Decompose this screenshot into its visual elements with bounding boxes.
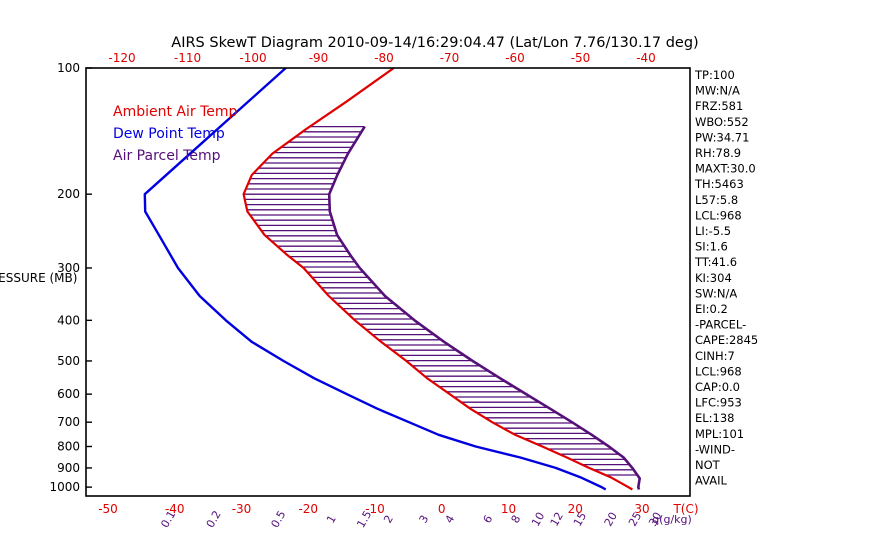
dew-point-temp-curve	[143, 68, 607, 491]
plot-frame	[85, 67, 691, 497]
legend-item-1: Dew Point Temp	[113, 126, 225, 142]
bottom-temp-tick: 10	[501, 502, 516, 516]
legend-item-0: Ambient Air Temp	[113, 104, 238, 120]
bottom-temp-tick: 20	[568, 502, 583, 516]
stat-cap: CAP:0.0	[695, 380, 740, 394]
pressure-tick: 100	[57, 61, 80, 75]
legend-item-2: Air Parcel Temp	[113, 148, 221, 164]
bottom-temp-tick: -10	[365, 502, 385, 516]
bottom-temp-tick: -20	[298, 502, 318, 516]
stat-lcl: LCL:968	[695, 208, 742, 222]
stat-not: NOT	[695, 458, 721, 472]
stat-ei: EI:0.2	[695, 302, 728, 316]
pressure-tick: 400	[57, 313, 80, 327]
top-temp-tick: -110	[174, 51, 201, 65]
bottom-temp-tick: 30	[634, 502, 649, 516]
mixing-ratio-tick: 30	[646, 510, 664, 529]
stat-pw: PW:34.71	[695, 130, 749, 144]
stat-frz: FRZ:581	[695, 99, 743, 113]
stat-wind: -WIND-	[695, 442, 735, 456]
stat-mpl: MPL:101	[695, 427, 744, 441]
stat-wbo: WBO:552	[695, 115, 749, 129]
pressure-tick: 500	[57, 354, 80, 368]
stat-lfc: LFC:953	[695, 396, 742, 410]
stat-sw: SW:N/A	[695, 286, 737, 300]
air-parcel-temp-curve	[327, 125, 641, 490]
mixing-ratio-tick: 20	[602, 510, 620, 529]
stat-lcl2: LCL:968	[695, 364, 742, 378]
bottom-temp-tick: -50	[98, 502, 118, 516]
pressure-axis-label: PRESSURE (MB)	[0, 271, 77, 285]
pressure-tick: 700	[57, 415, 80, 429]
pressure-tick: 600	[57, 387, 80, 401]
sounding-curves	[143, 68, 641, 491]
top-temp-tick: -70	[440, 51, 460, 65]
bottom-temp-tick: -40	[165, 502, 185, 516]
pressure-tick: 1000	[49, 480, 80, 494]
stat-avail: AVAIL	[695, 474, 728, 488]
stat-rh: RH:78.9	[695, 146, 741, 160]
top-temp-tick: -50	[571, 51, 591, 65]
top-temp-tick: -40	[636, 51, 656, 65]
chart-title: AIRS SkewT Diagram 2010-09-14/16:29:04.4…	[171, 35, 698, 51]
mixing-ratio-tick: 12	[548, 510, 566, 529]
stat-th: TH:5463	[694, 177, 744, 191]
cape-hatch-region	[243, 125, 638, 476]
stat-tp: TP:100	[694, 68, 735, 82]
top-temp-tick: -90	[309, 51, 329, 65]
stat-mw: MW:N/A	[695, 84, 740, 98]
bottom-temp-tick: 0	[438, 502, 446, 516]
pressure-tick: 300	[57, 261, 80, 275]
stat-l57: L57:5.8	[695, 193, 738, 207]
stat-ki: KI:304	[695, 271, 732, 285]
stat-tt: TT:41.6	[694, 255, 737, 269]
ambient-air-temp-curve	[242, 68, 633, 491]
stat-cinh: CINH:7	[695, 349, 735, 363]
pressure-tick: 200	[57, 187, 80, 201]
bottom-temp-tick: -30	[232, 502, 252, 516]
temp-axis-label: T(C)	[672, 502, 698, 516]
top-temp-tick: -100	[239, 51, 266, 65]
top-temp-tick: -60	[505, 51, 525, 65]
stat-el: EL:138	[695, 411, 735, 425]
pressure-tick: 900	[57, 461, 80, 475]
stat-cape: CAPE:2845	[695, 333, 758, 347]
stat-li: LI:-5.5	[695, 224, 731, 238]
mixing-ratio-tick: 15	[571, 510, 589, 529]
mixing-ratio-tick: 25	[626, 510, 644, 529]
stat-maxt: MAXT:30.0	[695, 162, 756, 176]
stat-si: SI:1.6	[695, 240, 728, 254]
top-temp-tick: -80	[374, 51, 394, 65]
mixing-ratio-axis-label: q(g/kg)	[652, 513, 692, 526]
mixing-ratio-tick: 10	[529, 510, 547, 529]
top-temp-tick: -120	[108, 51, 135, 65]
stat-parcel: -PARCEL-	[695, 318, 746, 332]
pressure-tick: 800	[57, 440, 80, 454]
